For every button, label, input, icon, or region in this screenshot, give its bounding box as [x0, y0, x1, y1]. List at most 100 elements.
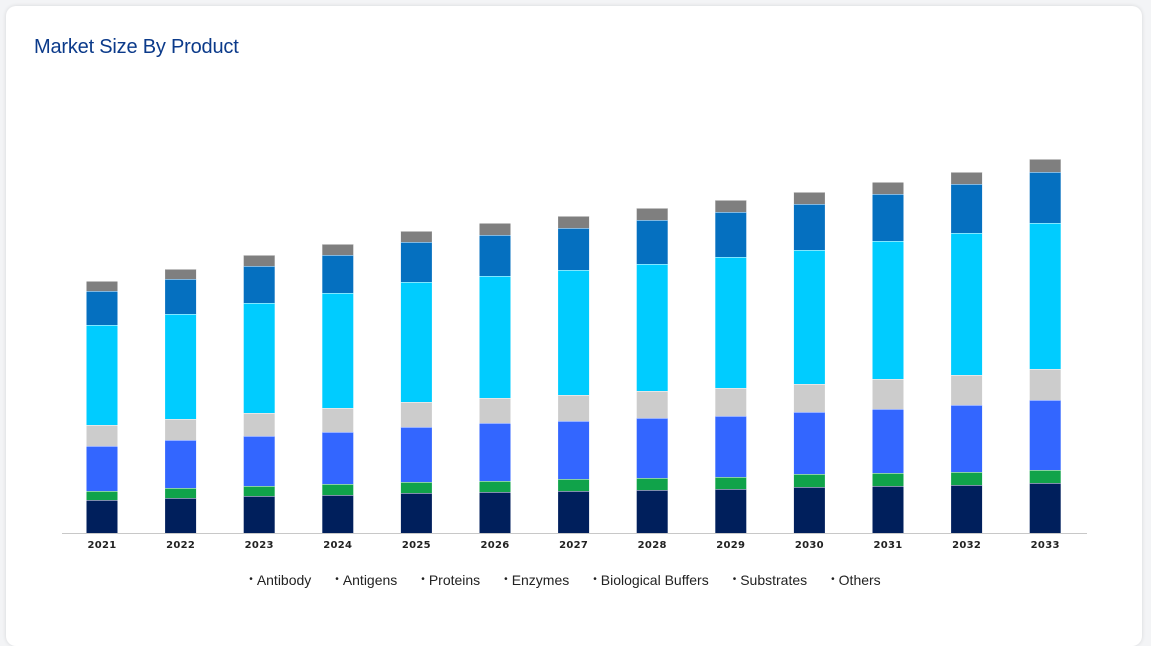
bar-segment[interactable]	[715, 212, 747, 257]
bar-segment[interactable]	[872, 409, 904, 473]
bar-segment[interactable]	[636, 208, 668, 220]
bar-segment[interactable]	[1029, 470, 1061, 483]
bar-segment[interactable]	[243, 303, 275, 413]
bar-segment[interactable]	[243, 413, 275, 436]
bar-segment[interactable]	[951, 184, 983, 233]
bar-segment[interactable]	[479, 223, 511, 235]
bar-segment[interactable]	[793, 412, 825, 474]
bar-segment[interactable]	[793, 384, 825, 412]
legend-item[interactable]: • Enzymes	[504, 572, 569, 588]
bar-segment[interactable]	[951, 485, 983, 533]
bar-segment[interactable]	[86, 291, 118, 325]
bar-segment[interactable]	[636, 418, 668, 478]
bar-segment[interactable]	[715, 388, 747, 416]
bar-segment[interactable]	[86, 281, 118, 291]
bar-segment[interactable]	[86, 446, 118, 491]
bar-segment[interactable]	[558, 491, 590, 533]
bar-segment[interactable]	[951, 375, 983, 405]
x-tick-label: 2022	[166, 540, 195, 551]
bar-segment[interactable]	[715, 257, 747, 388]
bar-segment[interactable]	[1029, 400, 1061, 470]
bar-segment[interactable]	[951, 172, 983, 184]
bar-segment[interactable]	[636, 490, 668, 533]
bar-segment[interactable]	[322, 255, 354, 293]
bar-segment[interactable]	[715, 477, 747, 489]
bar-segment[interactable]	[1029, 369, 1061, 400]
bar-segment[interactable]	[243, 496, 275, 533]
bar-segment[interactable]	[165, 488, 197, 498]
x-tick-label: 2021	[87, 540, 116, 551]
bar-segment[interactable]	[400, 242, 432, 282]
bar-segment[interactable]	[400, 402, 432, 427]
bar-segment[interactable]	[872, 379, 904, 409]
bar-segment[interactable]	[793, 204, 825, 250]
bar-segment[interactable]	[243, 255, 275, 266]
bar-segment[interactable]	[872, 194, 904, 241]
bar-segment[interactable]	[165, 314, 197, 419]
bar-segment[interactable]	[558, 216, 590, 228]
bar-segment[interactable]	[558, 395, 590, 421]
bar-segment[interactable]	[86, 425, 118, 446]
legend-item[interactable]: • Others	[831, 572, 881, 588]
bar-segment[interactable]	[636, 220, 668, 264]
bar-segment[interactable]	[872, 486, 904, 533]
bar-segment[interactable]	[322, 432, 354, 484]
bar-segment[interactable]	[558, 421, 590, 479]
bar-segment[interactable]	[322, 244, 354, 255]
bar-segment[interactable]	[165, 269, 197, 279]
bar-segment[interactable]	[165, 498, 197, 533]
bar-segment[interactable]	[715, 200, 747, 212]
bar-segment[interactable]	[558, 228, 590, 270]
bar-segment[interactable]	[243, 436, 275, 486]
bar-segment[interactable]	[636, 478, 668, 490]
bar-segment[interactable]	[1029, 223, 1061, 369]
bar-segment[interactable]	[479, 492, 511, 533]
bar-segment[interactable]	[165, 440, 197, 488]
bar-segment[interactable]	[715, 489, 747, 533]
bar-segment[interactable]	[322, 484, 354, 495]
bar-segment[interactable]	[951, 233, 983, 375]
bar-segment[interactable]	[951, 405, 983, 472]
bar-segment[interactable]	[86, 500, 118, 533]
bar-segment[interactable]	[793, 474, 825, 487]
legend-item[interactable]: • Substrates	[733, 572, 807, 588]
bar-segment[interactable]	[243, 486, 275, 496]
bar-segment[interactable]	[872, 182, 904, 194]
bar-segment[interactable]	[400, 482, 432, 493]
bar-segment[interactable]	[479, 235, 511, 276]
bar-segment[interactable]	[872, 473, 904, 486]
legend-item[interactable]: • Antibody	[249, 572, 311, 588]
bar-segment[interactable]	[86, 491, 118, 500]
bar-segment[interactable]	[1029, 483, 1061, 533]
bar-segment[interactable]	[322, 408, 354, 432]
bar-segment[interactable]	[1029, 159, 1061, 172]
bar-segment[interactable]	[793, 487, 825, 533]
bar-segment[interactable]	[558, 479, 590, 491]
bar-segment[interactable]	[400, 427, 432, 482]
bar-segment[interactable]	[165, 419, 197, 440]
bar-segment[interactable]	[558, 270, 590, 395]
legend-item[interactable]: • Antigens	[335, 572, 397, 588]
bar-segment[interactable]	[872, 241, 904, 379]
bar-segment[interactable]	[479, 276, 511, 398]
bar-segment[interactable]	[322, 495, 354, 533]
bar-segment[interactable]	[400, 231, 432, 242]
bar-segment[interactable]	[951, 472, 983, 485]
bar-segment[interactable]	[400, 493, 432, 533]
bar-segment[interactable]	[636, 391, 668, 418]
bar-segment[interactable]	[715, 416, 747, 477]
bar-segment[interactable]	[86, 325, 118, 425]
bar-segment[interactable]	[793, 250, 825, 384]
bar-segment[interactable]	[400, 282, 432, 402]
bar-segment[interactable]	[479, 481, 511, 492]
bar-segment[interactable]	[479, 423, 511, 481]
legend-item[interactable]: • Biological Buffers	[593, 572, 708, 588]
legend-item[interactable]: • Proteins	[421, 572, 480, 588]
bar-segment[interactable]	[479, 398, 511, 423]
bar-segment[interactable]	[1029, 172, 1061, 223]
bar-segment[interactable]	[165, 279, 197, 314]
bar-segment[interactable]	[322, 293, 354, 408]
bar-segment[interactable]	[793, 192, 825, 204]
bar-segment[interactable]	[243, 266, 275, 303]
bar-segment[interactable]	[636, 264, 668, 391]
